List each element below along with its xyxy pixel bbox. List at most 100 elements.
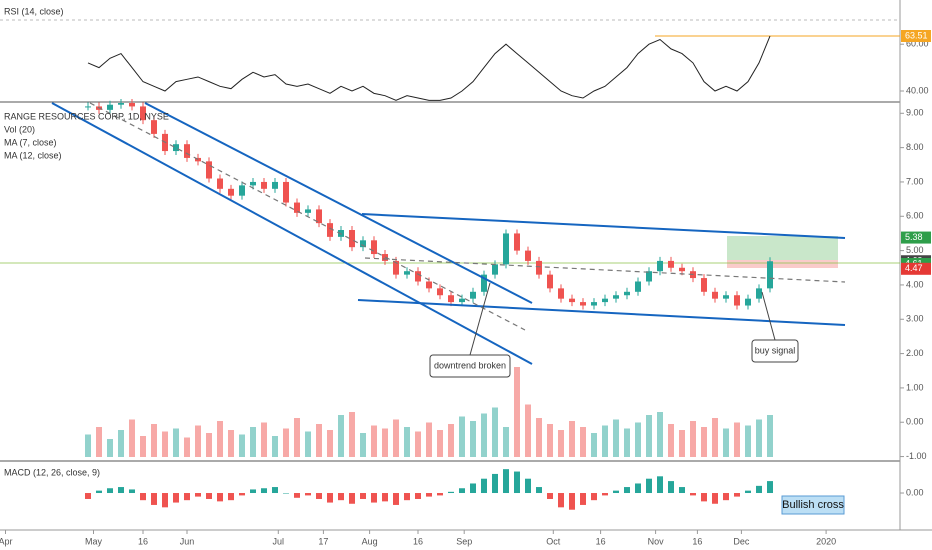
macd-bar bbox=[514, 471, 520, 494]
macd-bar bbox=[558, 493, 564, 508]
legend: Vol (20) bbox=[4, 124, 35, 134]
candle bbox=[591, 302, 597, 306]
candle bbox=[393, 260, 399, 275]
macd-bar bbox=[338, 493, 344, 501]
macd-bar bbox=[679, 487, 685, 494]
annotation: downtrend broken bbox=[434, 360, 506, 370]
macd-bar bbox=[371, 493, 377, 503]
candle bbox=[371, 240, 377, 255]
macd-bar bbox=[624, 487, 630, 494]
volume-bar bbox=[107, 439, 113, 457]
macd-bar bbox=[129, 489, 135, 494]
candle bbox=[129, 103, 135, 107]
macd-bar bbox=[613, 490, 619, 494]
macd-bar bbox=[327, 493, 333, 503]
volume-bar bbox=[349, 412, 355, 457]
volume-bar bbox=[701, 427, 707, 457]
volume-bar bbox=[118, 430, 124, 457]
candle bbox=[679, 267, 685, 272]
candle bbox=[756, 288, 762, 299]
candle bbox=[140, 106, 146, 121]
macd-bar bbox=[140, 493, 146, 501]
x-tick-label: 2020 bbox=[816, 536, 836, 546]
trend-line bbox=[357, 299, 846, 326]
y-tick-label: -1.00 bbox=[906, 451, 927, 461]
x-tick-label: 16 bbox=[692, 536, 702, 546]
candle bbox=[624, 291, 630, 296]
y-tick-label: 2.00 bbox=[906, 348, 924, 358]
x-tick-label: Nov bbox=[648, 536, 665, 546]
macd-bar bbox=[415, 493, 421, 499]
volume-bar bbox=[745, 425, 751, 457]
candle bbox=[294, 202, 300, 213]
volume-bar bbox=[415, 431, 421, 457]
trend-line bbox=[51, 102, 533, 365]
volume-bar bbox=[690, 421, 696, 457]
volume-bar bbox=[525, 404, 531, 457]
macd-bar bbox=[723, 493, 729, 501]
marks bbox=[85, 35, 773, 510]
macd-bar bbox=[525, 478, 531, 494]
volume-bar bbox=[679, 430, 685, 457]
rsi-line bbox=[87, 35, 771, 101]
volume-bar bbox=[261, 422, 267, 457]
volume-bar bbox=[734, 422, 740, 457]
macd-bar bbox=[690, 493, 696, 496]
macd-bar bbox=[580, 493, 586, 505]
candle bbox=[646, 271, 652, 282]
x-tick-label: Jun bbox=[180, 536, 195, 546]
volume-bar bbox=[459, 416, 465, 457]
x-tick-label: Sep bbox=[456, 536, 472, 546]
macd-bar bbox=[349, 493, 355, 504]
volume-bar bbox=[481, 413, 487, 457]
candle bbox=[745, 298, 751, 306]
volume-bar bbox=[767, 415, 773, 457]
macd-bar bbox=[316, 493, 322, 499]
candle bbox=[327, 223, 333, 237]
candle bbox=[437, 288, 443, 296]
volume-bar bbox=[305, 431, 311, 457]
y-tick-label: 6.00 bbox=[906, 211, 924, 221]
volume-bar bbox=[195, 425, 201, 457]
macd-bar bbox=[756, 485, 762, 494]
callout-line bbox=[761, 291, 776, 341]
volume-bar bbox=[206, 433, 212, 457]
x-tick-label: 17 bbox=[318, 536, 328, 546]
macd-bar bbox=[635, 483, 641, 494]
y-tick-label: 8.00 bbox=[906, 142, 924, 152]
candle bbox=[536, 260, 542, 275]
volume-bar bbox=[228, 430, 234, 457]
volume-bar bbox=[96, 427, 102, 457]
dashed-line bbox=[89, 102, 526, 331]
volume-bar bbox=[217, 421, 223, 457]
candle bbox=[525, 250, 531, 261]
candle bbox=[492, 264, 498, 275]
volume-bar bbox=[426, 422, 432, 457]
macd-bar bbox=[437, 493, 443, 496]
volume-bar bbox=[338, 415, 344, 457]
y-tick-label: 40.00 bbox=[906, 85, 929, 95]
x-tick-label: Aug bbox=[362, 536, 378, 546]
candle bbox=[767, 261, 773, 289]
x-tick-label: 16 bbox=[596, 536, 606, 546]
volume-bar bbox=[547, 424, 553, 457]
trend-lines bbox=[51, 102, 846, 365]
macd-bar bbox=[217, 493, 223, 502]
volume-bar bbox=[602, 425, 608, 457]
legend: MACD (12, 26, close, 9) bbox=[4, 467, 100, 477]
volume-bar bbox=[283, 428, 289, 457]
macd-bar bbox=[283, 493, 289, 494]
candle bbox=[470, 291, 476, 299]
volume-bar bbox=[371, 425, 377, 457]
y-tick-label: 3.00 bbox=[906, 314, 924, 324]
volume-bar bbox=[503, 427, 509, 457]
candle bbox=[283, 181, 289, 203]
volume-bar bbox=[294, 418, 300, 457]
trend-line bbox=[144, 102, 533, 304]
volume-bar bbox=[393, 419, 399, 457]
y-tick-label: 4.00 bbox=[906, 279, 924, 289]
volume-bar bbox=[239, 434, 245, 457]
candle bbox=[668, 260, 674, 268]
legend: RANGE RESOURCES CORP, 1D, NYSE bbox=[4, 111, 169, 121]
